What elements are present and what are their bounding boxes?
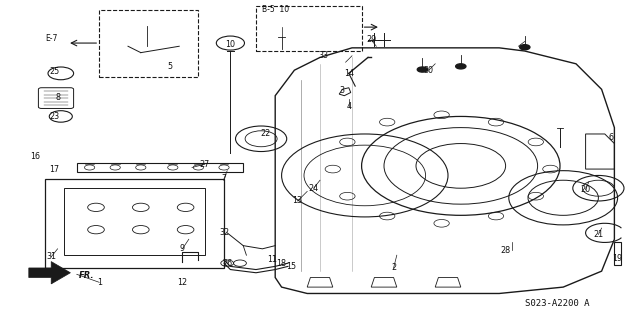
Text: B-5  10: B-5 10 xyxy=(262,5,289,14)
Circle shape xyxy=(417,67,428,72)
Text: 29: 29 xyxy=(366,35,376,44)
Text: FR.: FR. xyxy=(79,271,94,280)
Text: 17: 17 xyxy=(49,165,60,174)
Text: 22: 22 xyxy=(260,130,271,138)
Text: 27: 27 xyxy=(200,160,210,169)
Text: 9: 9 xyxy=(180,244,185,253)
Text: 26: 26 xyxy=(222,259,232,268)
Text: 8: 8 xyxy=(55,93,60,102)
Text: 14: 14 xyxy=(344,69,354,78)
Text: 32: 32 xyxy=(219,228,229,237)
Polygon shape xyxy=(29,262,70,284)
Text: 21: 21 xyxy=(593,230,604,239)
Circle shape xyxy=(520,45,530,50)
Text: 5: 5 xyxy=(167,63,172,71)
Text: 23: 23 xyxy=(49,112,60,121)
Text: 19: 19 xyxy=(612,254,623,263)
Text: 4: 4 xyxy=(346,102,351,111)
Text: 10: 10 xyxy=(225,40,236,49)
Text: 24: 24 xyxy=(308,184,319,193)
Text: 20: 20 xyxy=(580,185,591,194)
Text: 25: 25 xyxy=(49,67,60,76)
Text: 2: 2 xyxy=(391,263,396,272)
Text: 18: 18 xyxy=(276,259,287,268)
Text: 33: 33 xyxy=(318,51,328,60)
Text: 31: 31 xyxy=(46,252,56,261)
Text: 30: 30 xyxy=(424,66,434,75)
Text: 3: 3 xyxy=(340,86,345,95)
Text: 16: 16 xyxy=(30,152,40,161)
Text: 28: 28 xyxy=(500,246,511,255)
Text: 1: 1 xyxy=(97,278,102,287)
Text: 12: 12 xyxy=(177,278,188,287)
Text: 15: 15 xyxy=(286,262,296,271)
Text: 7: 7 xyxy=(221,174,227,183)
Text: 11: 11 xyxy=(267,256,277,264)
Circle shape xyxy=(456,64,466,69)
Text: S023-A2200 A: S023-A2200 A xyxy=(525,299,589,308)
Text: 6: 6 xyxy=(609,133,614,142)
Text: E-7: E-7 xyxy=(45,34,58,43)
Text: 13: 13 xyxy=(292,197,303,205)
